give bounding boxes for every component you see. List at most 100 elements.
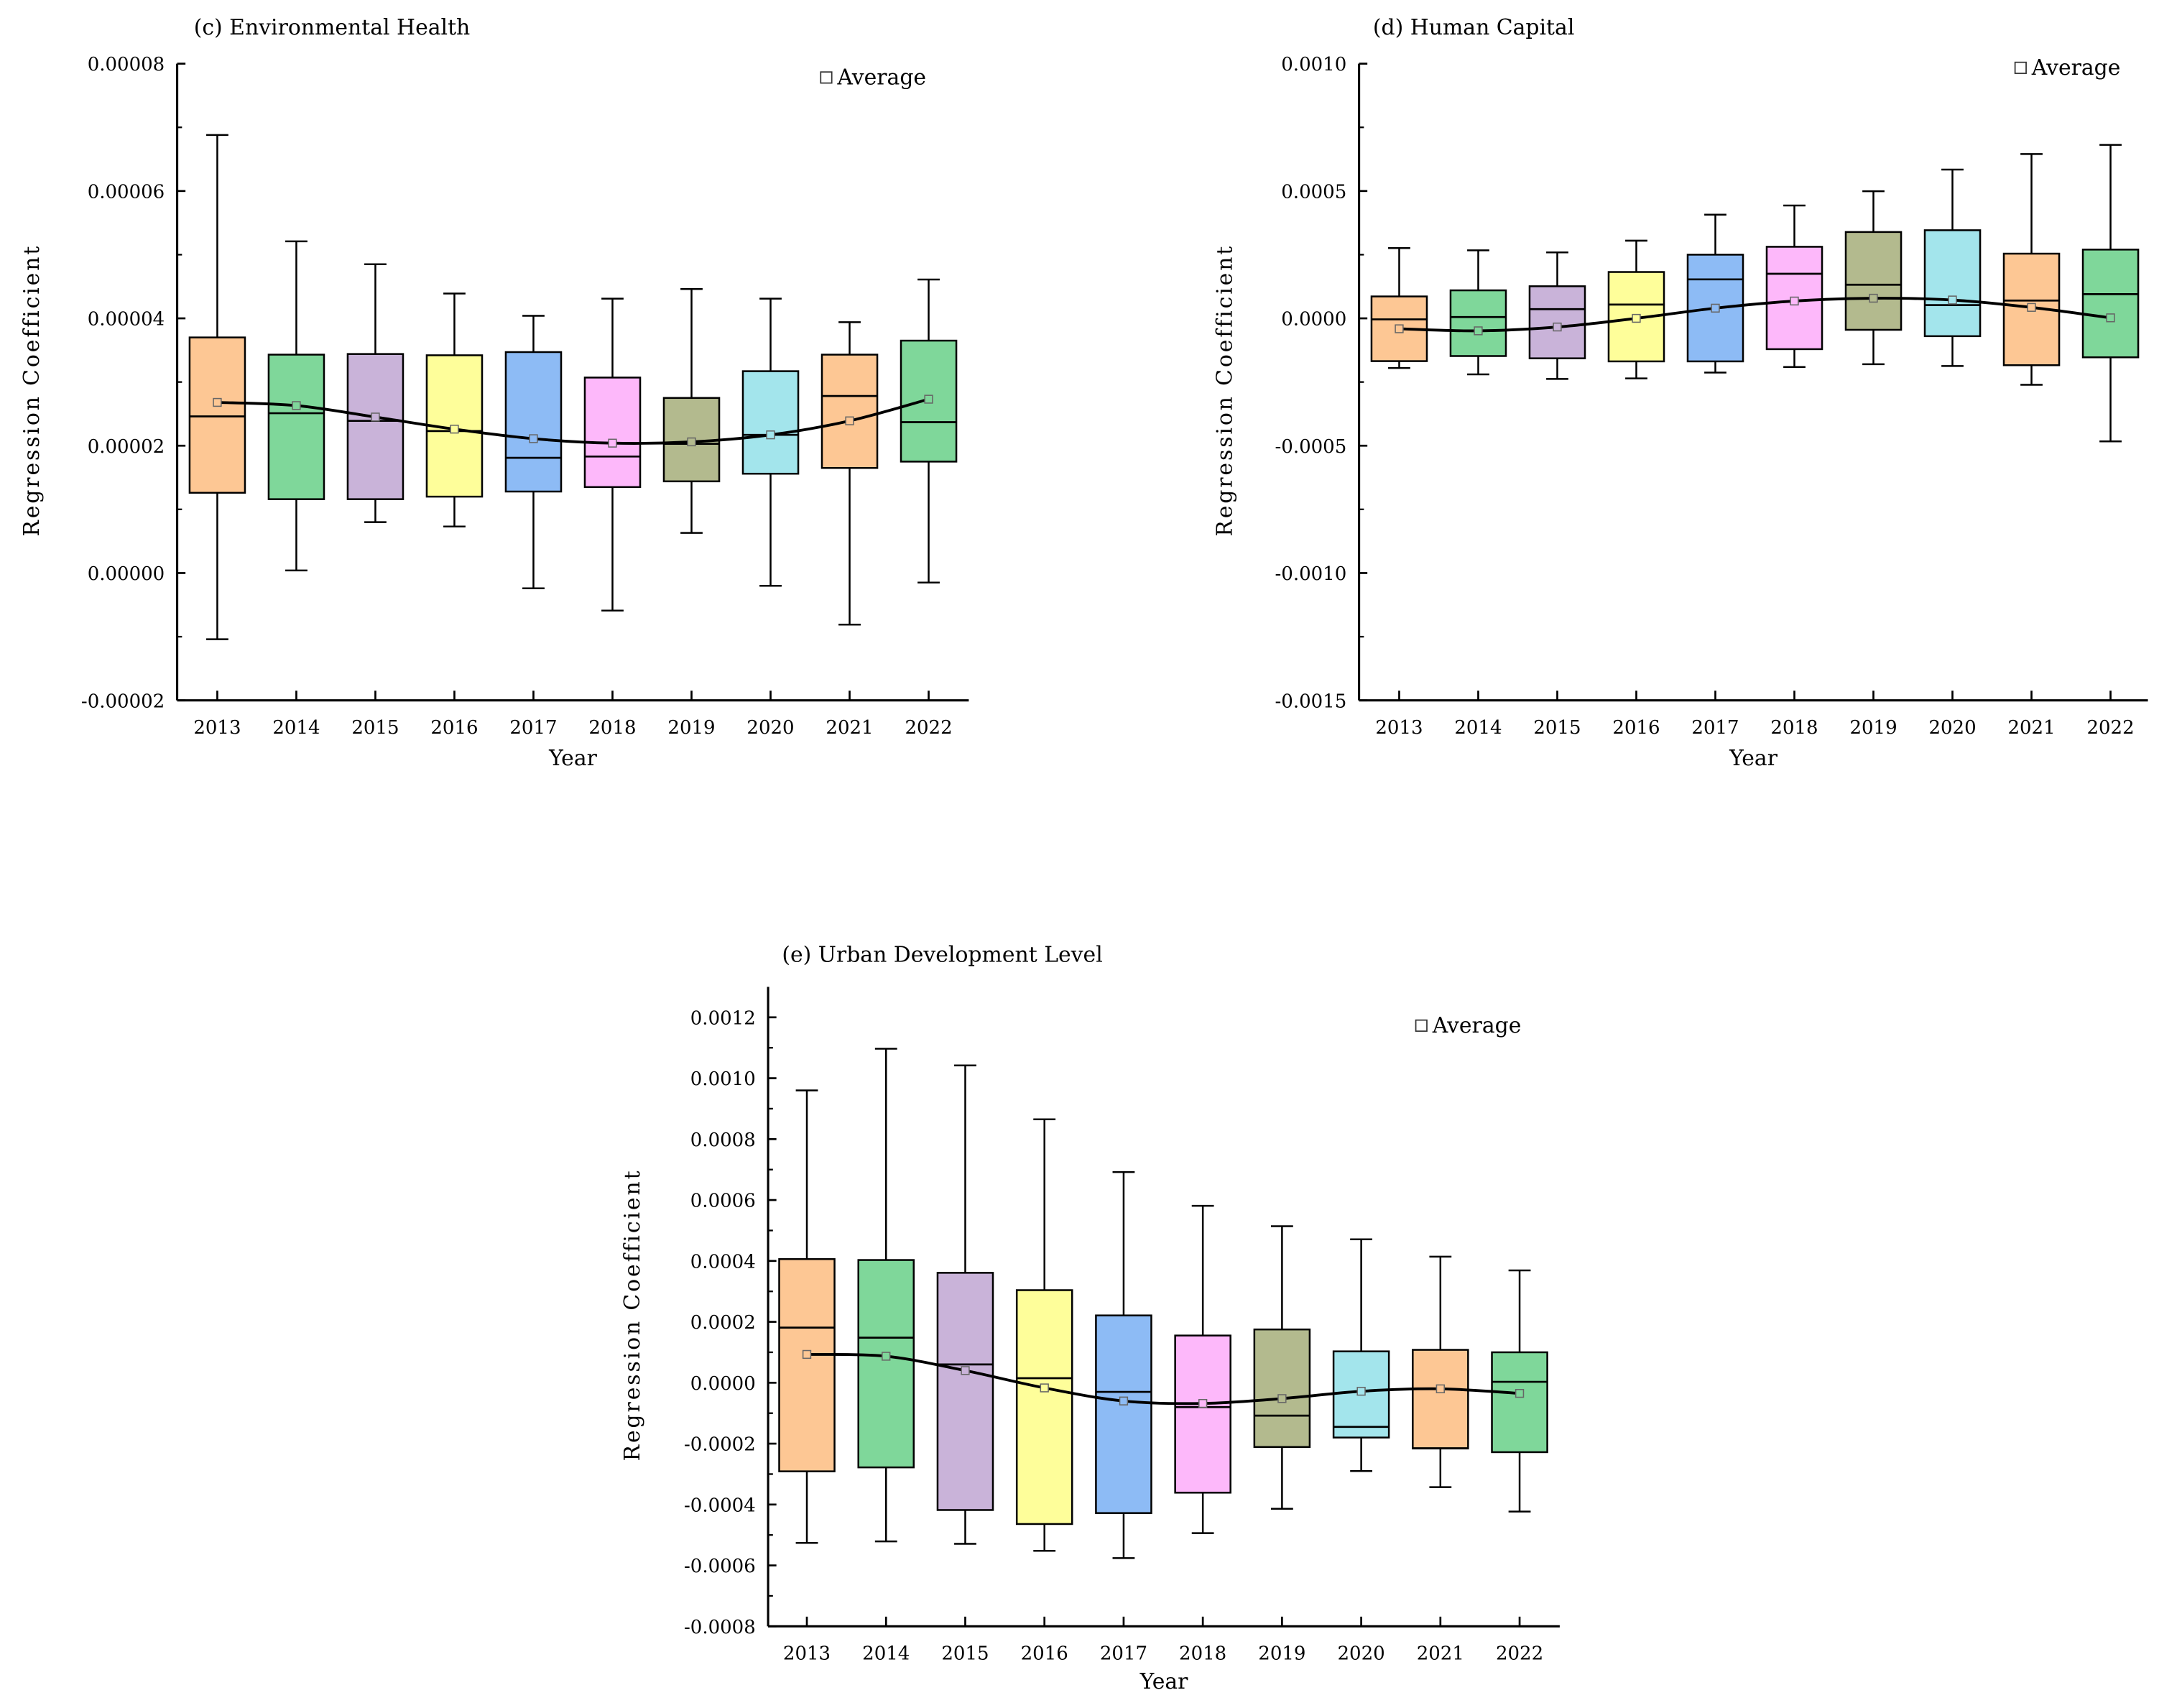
y-tick-label: 0.00002: [88, 436, 165, 458]
box-2020: 2020: [1923, 168, 1982, 739]
average-marker: [292, 401, 301, 410]
x-tick-label: 2015: [941, 1643, 989, 1665]
box-2019: 2019: [662, 288, 721, 739]
box-2015: 2015: [1528, 251, 1586, 739]
iqr-box: [857, 1259, 915, 1469]
y-tick-label: 0.0008: [690, 1130, 756, 1151]
y-tick-label: 0.00004: [88, 309, 165, 331]
y-tick-label: 0.0000: [1281, 309, 1346, 331]
average-marker: [529, 434, 538, 443]
average-marker: [1436, 1384, 1445, 1393]
chart-title: (e) Urban Development Level: [782, 943, 1102, 968]
average-marker: [845, 416, 854, 425]
x-tick-label: 2020: [746, 717, 794, 739]
legend-label: Average: [1432, 1013, 1522, 1038]
iqr-box: [1174, 1334, 1231, 1494]
x-tick-label: 2019: [1849, 717, 1897, 739]
x-axis-label: Year: [1139, 1669, 1189, 1694]
iqr-box: [1412, 1349, 1469, 1450]
average-marker: [1711, 303, 1720, 313]
x-tick-label: 2016: [1021, 1643, 1068, 1665]
x-tick-label: 2021: [2007, 717, 2055, 739]
average-line: [217, 397, 930, 445]
iqr-box: [504, 351, 563, 493]
average-marker: [2027, 303, 2036, 312]
iqr-box: [2081, 249, 2140, 359]
average-marker: [882, 1352, 891, 1361]
iqr-box: [1923, 229, 1982, 338]
average-marker: [450, 425, 459, 434]
box-2022: 2022: [900, 278, 958, 739]
y-tick-label: 0.0002: [690, 1312, 756, 1334]
x-tick-label: 2020: [1928, 717, 1976, 739]
average-marker: [1395, 324, 1404, 333]
x-tick-label: 2021: [1417, 1643, 1464, 1665]
y-axis-label: Regression Coefficient: [620, 1169, 645, 1462]
x-tick-label: 2015: [1533, 717, 1581, 739]
chart-urban-development-level: (e) Urban Development Level -0.0008 -0.000…: [620, 943, 1560, 1694]
x-tick-label: 2014: [862, 1643, 910, 1665]
average-marker: [924, 394, 933, 404]
x-axis-label: Year: [548, 746, 598, 771]
average-marker: [1040, 1383, 1049, 1393]
y-tick-label: -0.0015: [1275, 691, 1347, 712]
iqr-box: [936, 1272, 994, 1511]
y-tick-label: 0.00000: [88, 563, 165, 585]
box-2017: 2017: [1686, 213, 1744, 739]
x-tick-label: 2015: [351, 717, 399, 739]
x-tick-label: 2018: [1179, 1643, 1226, 1665]
iqr-box: [1449, 289, 1507, 357]
average-marker: [608, 438, 617, 448]
y-tick-label: 0.00006: [88, 181, 165, 203]
y-tick-label: 0.0004: [690, 1251, 756, 1273]
average-marker: [1474, 326, 1483, 336]
box-2018: 2018: [1174, 1204, 1231, 1665]
box-2018: 2018: [583, 297, 642, 739]
x-tick-label: 2016: [430, 717, 478, 739]
x-tick-label: 2021: [826, 717, 873, 739]
x-tick-label: 2022: [2086, 717, 2134, 739]
box-2020: 2020: [741, 297, 800, 739]
iqr-box: [741, 370, 800, 475]
x-tick-label: 2022: [1496, 1643, 1543, 1665]
iqr-box: [1491, 1351, 1548, 1454]
box-2017: 2017: [504, 315, 563, 739]
box-2022: 2022: [1491, 1269, 1548, 1665]
y-tick-label: -0.0002: [684, 1434, 756, 1456]
x-tick-label: 2019: [1258, 1643, 1305, 1665]
legend-label: Average: [2031, 55, 2121, 80]
average-marker: [1356, 1387, 1366, 1396]
y-tick-label: 0.0010: [1281, 54, 1346, 75]
y-tick-label: -0.0006: [684, 1556, 756, 1577]
box-2014: 2014: [857, 1048, 915, 1665]
average-marker: [1277, 1394, 1287, 1403]
x-tick-label: 2014: [272, 717, 320, 739]
y-tick-label: 0.00008: [88, 54, 165, 75]
box-2016: 2016: [425, 292, 484, 739]
average-line: [1399, 297, 2111, 333]
y-tick-label: 0.0012: [690, 1007, 756, 1029]
y-tick-label: 0.0010: [690, 1068, 756, 1090]
box-2021: 2021: [2002, 153, 2061, 739]
y-tick-label: 0.0005: [1281, 181, 1346, 203]
average-marker: [1515, 1388, 1525, 1398]
box-2020: 2020: [1332, 1238, 1390, 1665]
average-marker: [802, 1349, 812, 1360]
average-line: [806, 1352, 1520, 1405]
x-tick-label: 2018: [1770, 717, 1818, 739]
box-2018: 2018: [1765, 204, 1823, 739]
iqr-box: [1844, 231, 1903, 331]
x-tick-label: 2013: [783, 1643, 831, 1665]
x-tick-label: 2022: [905, 717, 952, 739]
chart-environmental-health: (c) Environmental Health -0.00002 0.00000 0…: [19, 15, 969, 771]
iqr-box: [1528, 285, 1586, 359]
average-marker: [371, 412, 380, 422]
y-axis-label: Regression Coefficient: [1212, 244, 1237, 537]
average-marker: [1790, 296, 1799, 306]
legend-marker-icon: [820, 71, 833, 84]
y-axis-label: Regression Coefficient: [19, 244, 45, 537]
x-tick-label: 2013: [193, 717, 241, 739]
y-tick-label: -0.00002: [81, 691, 165, 712]
x-tick-label: 2018: [588, 717, 636, 739]
chart-title: (d) Human Capital: [1373, 15, 1575, 40]
